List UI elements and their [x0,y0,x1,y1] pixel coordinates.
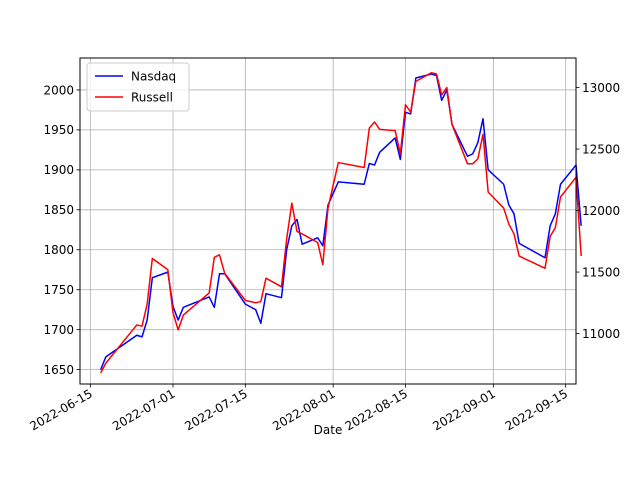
series-line-nasdaq [99,73,582,370]
series-lines [99,72,582,374]
y-left-tick-label: 1900 [43,163,74,177]
y-right-tick-label: 13000 [582,81,620,95]
y-left-tick-label: 1800 [43,243,74,257]
y-left-tick-label: 1650 [43,363,74,377]
legend-label: Russell [131,91,173,105]
y-left-tick-label: 1950 [43,123,74,137]
legend: Nasdaq Russell [86,62,190,112]
plot-frame [79,57,577,385]
y-left-tick-label: 1750 [43,283,74,297]
y-right-tick-label: 12500 [582,142,620,156]
y-right-tick-label: 11000 [582,327,620,341]
y-left-tick-label: 2000 [43,83,74,97]
grid [80,58,576,384]
legend-box [86,62,190,112]
y-right-tick-label: 12000 [582,204,620,218]
x-axis-title: Date [314,423,343,437]
series-line-russell [100,72,582,374]
y-left-tick-label: 1700 [43,323,74,337]
y-left-tick-label: 1850 [43,203,74,217]
legend-label: Nasdaq [131,70,176,84]
y-right-tick-label: 11500 [582,265,620,279]
